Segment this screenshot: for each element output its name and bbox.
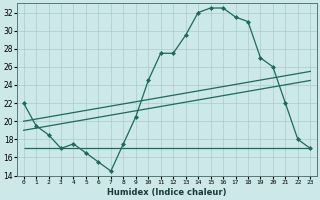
X-axis label: Humidex (Indice chaleur): Humidex (Indice chaleur) xyxy=(107,188,227,197)
